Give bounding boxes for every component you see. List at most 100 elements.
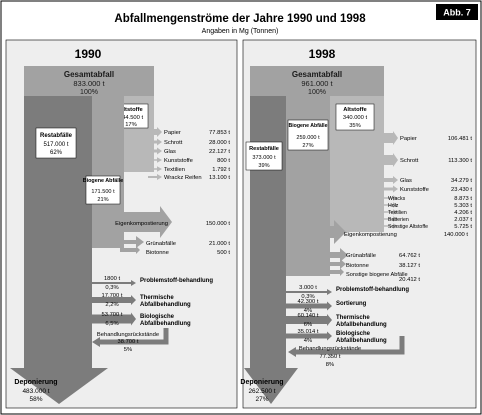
- gruen-label-1998: Grünabfälle: [346, 253, 376, 259]
- gruen-arrow-1998: [330, 248, 348, 262]
- treatment-items-1998: 3.000 t 0,3% Problemstoff-behandlung 42.300…: [286, 285, 409, 344]
- deponierung-arrow-1990: [10, 368, 108, 404]
- total-label-1990: Gesamtabfall: [64, 70, 114, 79]
- altstoff-item-label-1990: Textilien: [164, 167, 185, 173]
- altstoff-branch-1998: [384, 153, 398, 167]
- total-pct-1998: 100%: [308, 89, 326, 96]
- altstoff-branch-1990: [148, 157, 162, 163]
- eigen-label-1998: Eigenkompostierung: [344, 232, 397, 238]
- total-value-1990: 833.000 t: [73, 79, 105, 88]
- year-label-1998: 1998: [309, 47, 336, 61]
- depo-label-1998: Deponierung: [240, 379, 283, 386]
- eigen-value-1990: 150.000 t: [206, 221, 231, 227]
- residue-pct-1990: 5%: [124, 347, 132, 353]
- treatment-label-1998: Abfallbehandlung: [336, 322, 387, 328]
- altstoff-branch-1990: [148, 127, 162, 137]
- altstoff-branch-1990: [148, 166, 162, 172]
- treatment-branch-1998: [286, 289, 332, 295]
- altstoff-item-label-1998: Sonstige Altstoffe: [388, 224, 428, 230]
- treatment-items-1990: 1800 t 0,3% Problemstoff-behandlung 17.700 …: [92, 276, 213, 327]
- eigen-arrow-1990: [120, 206, 172, 238]
- altstoff-item-value-1990: 28.000 t: [209, 140, 230, 146]
- altstoffe-items-1998: Papier 106.481 t Schrott 113.300 t Glas 34.27…: [384, 131, 472, 230]
- altstoff-item-label-1990: Wrackz Reifen: [164, 175, 202, 181]
- altstoff-item-label-1990: Papier: [164, 130, 181, 136]
- altstoff-item-label-1998: Holz: [388, 203, 399, 209]
- altstoff-item-value-1998: 2.037 t: [454, 217, 472, 223]
- altstoff-item-label-1990: Schrott: [164, 140, 183, 146]
- altstoff-branch-1990: [148, 147, 162, 155]
- altstoff-item-value-1990: 800 t: [217, 158, 230, 164]
- altstoff-item-label-1998: Batterien: [388, 217, 409, 223]
- altstoff-item-value-1998: 4.206 t: [454, 210, 472, 216]
- biotonne-arrow-1990: [120, 246, 140, 254]
- treatment-label-1998: Thermische: [336, 315, 370, 321]
- biogene-pct-1998: 27%: [302, 143, 313, 149]
- treatment-label-1998: Problemstoff-behandlung: [336, 287, 409, 293]
- treatment-label-1998: Abfallbehandlung: [336, 338, 387, 344]
- treatment-value-1998: 35.014 t: [298, 329, 319, 335]
- rest-pct-1998: 39%: [258, 163, 269, 169]
- biogene-label-1998: Biogene Abfälle: [288, 123, 327, 129]
- rest-value-1998: 373.000 t: [252, 155, 276, 161]
- altstoff-branch-1998: [384, 195, 398, 201]
- residue-return-head-1990: [92, 337, 100, 347]
- residue-value-1990: 38.700 t: [118, 339, 139, 345]
- rest-pct-1990: 62%: [50, 150, 63, 156]
- treatment-branch-1998: [286, 314, 332, 326]
- biogene-box-1990: [85, 175, 121, 205]
- altstoff-item-label-1998: Kunststoffe: [400, 187, 429, 193]
- altstoff-item-value-1998: 23.430 t: [451, 187, 472, 193]
- total-band-1990: [24, 66, 154, 96]
- gruen-label-1990: Grünabfälle: [146, 241, 176, 247]
- biogene-value-1998: 259.000 t: [296, 135, 320, 141]
- figure-subtitle: Angaben in Mg (Tonnen): [202, 28, 279, 35]
- biotonne-label-1998: Biotonne: [346, 263, 369, 269]
- treatment-branch-1998: [286, 301, 332, 311]
- altstoff-item-label-1998: Textilien: [388, 210, 407, 216]
- altstoff-branch-1998: [384, 223, 398, 229]
- flow-1990: 1990 Gesamtabfall 833.000 t 100% Restabf…: [10, 47, 230, 404]
- altstoff-item-value-1998: 8.873 t: [454, 196, 472, 202]
- treatment-pct-1990: 6,5%: [105, 321, 118, 327]
- eigen-value-1998: 140.000 t: [444, 232, 469, 238]
- rest-label-1990: Restabfälle: [40, 133, 73, 139]
- altstoffe-pct-1990: 17%: [125, 122, 137, 128]
- eigen-label-1990: Eigenkompostierung: [115, 221, 168, 227]
- total-band-1998: [250, 66, 384, 96]
- sonstige-bio-label-1998: Sonstige biogene Abfälle: [346, 272, 408, 278]
- altstoff-branch-1998: [384, 185, 398, 193]
- depo-value-1990: 483.000 t: [22, 388, 49, 395]
- treatment-value-1998: 3.000 t: [299, 285, 317, 291]
- rest-value-1990: 517.000 t: [43, 142, 68, 148]
- total-label-1998: Gesamtabfall: [292, 70, 342, 79]
- treatment-label-1990: Thermische: [140, 295, 174, 301]
- treatment-value-1990: 17.700 t: [102, 293, 123, 299]
- biogene-value-1990: 171.500 t: [91, 189, 115, 195]
- treatment-branch-1998: [286, 331, 332, 341]
- altstoff-item-value-1998: 5.725 t: [454, 224, 472, 230]
- altstoff-item-value-1990: 13.100 t: [209, 175, 230, 181]
- altstoff-item-value-1998: 5.303 t: [454, 203, 472, 209]
- treatment-label-1990: Biologische: [140, 314, 175, 320]
- sonstige-bio-arrow-1998: [330, 268, 344, 276]
- rest-box-1998: [245, 141, 283, 171]
- gruen-value-1998: 64.762 t: [399, 253, 420, 259]
- biogene-stream-1990: [92, 96, 124, 248]
- treatment-label-1998: Sortierung: [336, 301, 367, 307]
- eigen-arrow-1998: [326, 220, 346, 244]
- altstoff-branch-1998: [384, 202, 398, 208]
- treatment-label-1998: Biologische: [336, 331, 371, 337]
- biogene-box-1998: [287, 119, 329, 151]
- altstoff-item-value-1990: 22.127 t: [209, 149, 230, 155]
- treatment-branch-1990: [92, 312, 136, 326]
- flow-1998: 1998 Gesamtabfall 961.000 t 100% Restabf…: [240, 47, 472, 404]
- altstoffe-box-1998: [335, 103, 375, 131]
- altstoff-item-label-1990: Glas: [164, 149, 176, 155]
- altstoff-item-label-1998: Wracks: [388, 196, 406, 202]
- depo-label-1990: Deponierung: [14, 379, 57, 386]
- biotonne-value-1990: 500 t: [217, 250, 230, 256]
- residue-return-1990: [96, 328, 169, 345]
